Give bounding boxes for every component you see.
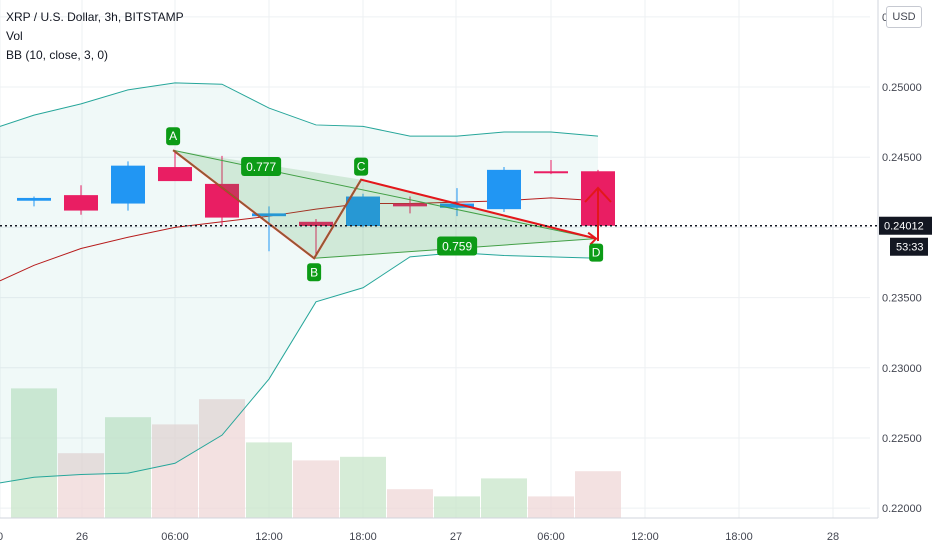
ratio-badge xyxy=(437,236,478,256)
time-tick-label: 26 xyxy=(76,531,88,543)
candle[interactable] xyxy=(487,167,521,212)
pattern-xab-fill xyxy=(173,150,362,259)
candles[interactable] xyxy=(17,150,615,256)
chart-legend: XRP / U.S. Dollar, 3h, BITSTAMP Vol BB (… xyxy=(6,8,184,65)
ratio-badge xyxy=(241,156,282,176)
candle[interactable] xyxy=(252,206,286,252)
candle[interactable] xyxy=(111,161,145,211)
candle-body xyxy=(534,171,568,174)
volume-bar xyxy=(58,453,104,518)
grid xyxy=(0,0,870,518)
time-tick-label: 12:00 xyxy=(255,531,283,543)
volume-bar xyxy=(528,496,574,518)
candle-body xyxy=(158,167,192,182)
time-axis[interactable]: 0 26 06:00 12:00 18:00 27 06:00 12:00 18:00 28 xyxy=(0,517,878,543)
price-tick-label: 0.25000 xyxy=(882,82,922,94)
volume-bar xyxy=(481,478,527,518)
price-tick-label: 0.24500 xyxy=(882,152,922,164)
candle-body xyxy=(17,197,51,201)
candle-body xyxy=(205,183,239,218)
currency-button[interactable]: USD xyxy=(886,6,922,28)
candle-body xyxy=(393,203,427,207)
candle[interactable] xyxy=(158,150,192,182)
volume-bar xyxy=(387,489,433,518)
candle-body xyxy=(252,213,286,217)
pattern-bcd-fill xyxy=(314,179,597,259)
price-tick-label: 0.23000 xyxy=(882,363,922,375)
candle-body xyxy=(346,196,380,227)
candle-body xyxy=(487,169,521,210)
candle[interactable] xyxy=(64,185,98,215)
pattern-arrowhead xyxy=(587,231,598,246)
harmonic-pattern[interactable]: A B C D 0.777 0.759 xyxy=(166,127,604,282)
point-badge xyxy=(166,127,181,146)
time-tick-label: 12:00 xyxy=(631,531,659,543)
point-badge xyxy=(307,263,322,282)
up-arrow-icon xyxy=(584,186,612,241)
arrow-head xyxy=(584,186,612,203)
volume-bar xyxy=(246,442,292,518)
candle-body xyxy=(440,203,474,208)
point-badge xyxy=(589,243,604,262)
pattern-point-a: A xyxy=(166,127,181,146)
pattern-ratio-label: 0.759 xyxy=(437,236,478,256)
point-label: A xyxy=(169,129,177,143)
bollinger-bands xyxy=(0,82,599,484)
volume-bar xyxy=(11,388,57,518)
point-label: D xyxy=(592,246,601,260)
price-tick-label: 0.22000 xyxy=(882,503,922,515)
candle-body xyxy=(111,165,145,204)
time-tick-label: 27 xyxy=(450,531,462,543)
candle-body xyxy=(64,195,98,211)
price-scale[interactable]: 0.255000.250000.245000.240000.235000.230… xyxy=(877,0,932,518)
time-tick-label: 18:00 xyxy=(725,531,753,543)
price-tick-label: 0.23500 xyxy=(882,293,922,305)
last-price-label: 0.24012 xyxy=(884,221,924,233)
volume-bar xyxy=(575,471,621,518)
candle[interactable] xyxy=(440,188,474,217)
volume-bar xyxy=(105,417,151,518)
volume-indicator-label[interactable]: Vol xyxy=(6,29,23,43)
volume-bars xyxy=(11,388,621,518)
countdown-label: 53:33 xyxy=(896,242,924,254)
bb-indicator-label[interactable]: BB (10, close, 3, 0) xyxy=(6,48,109,62)
point-label: C xyxy=(357,160,366,174)
pattern-point-b: B xyxy=(307,263,322,282)
time-tick-label: 18:00 xyxy=(349,531,377,543)
time-tick-label: 0 xyxy=(0,531,3,543)
time-tick-label: 28 xyxy=(827,531,839,543)
last-price-badge xyxy=(879,216,932,235)
volume-bar xyxy=(293,460,339,518)
volume-bar xyxy=(199,399,245,518)
pattern-point-d: D xyxy=(589,243,604,262)
time-tick-label: 06:00 xyxy=(161,531,189,543)
candle[interactable] xyxy=(534,160,568,175)
pattern-ratio-label: 0.777 xyxy=(241,156,282,176)
pattern-point-c: C xyxy=(354,157,369,176)
ratio-text: 0.777 xyxy=(246,160,276,174)
price-tick-label: 0.22500 xyxy=(882,433,922,445)
volume-bar xyxy=(152,424,198,518)
time-tick-label: 06:00 xyxy=(537,531,565,543)
candle[interactable] xyxy=(205,155,239,227)
volume-bar xyxy=(434,496,480,518)
candle[interactable] xyxy=(17,196,51,207)
point-label: B xyxy=(310,265,318,279)
volume-bar xyxy=(340,456,386,518)
candle-body xyxy=(299,221,333,227)
countdown-badge xyxy=(890,237,928,256)
bb-upper-line xyxy=(0,82,599,137)
pattern-outline xyxy=(172,149,362,260)
bb-fill xyxy=(0,82,598,483)
bb-lower-line xyxy=(0,252,599,484)
candle[interactable] xyxy=(346,193,380,228)
symbol-title: XRP / U.S. Dollar, 3h, BITSTAMP xyxy=(6,10,184,24)
point-badge xyxy=(354,157,369,176)
ratio-text: 0.759 xyxy=(442,239,472,253)
